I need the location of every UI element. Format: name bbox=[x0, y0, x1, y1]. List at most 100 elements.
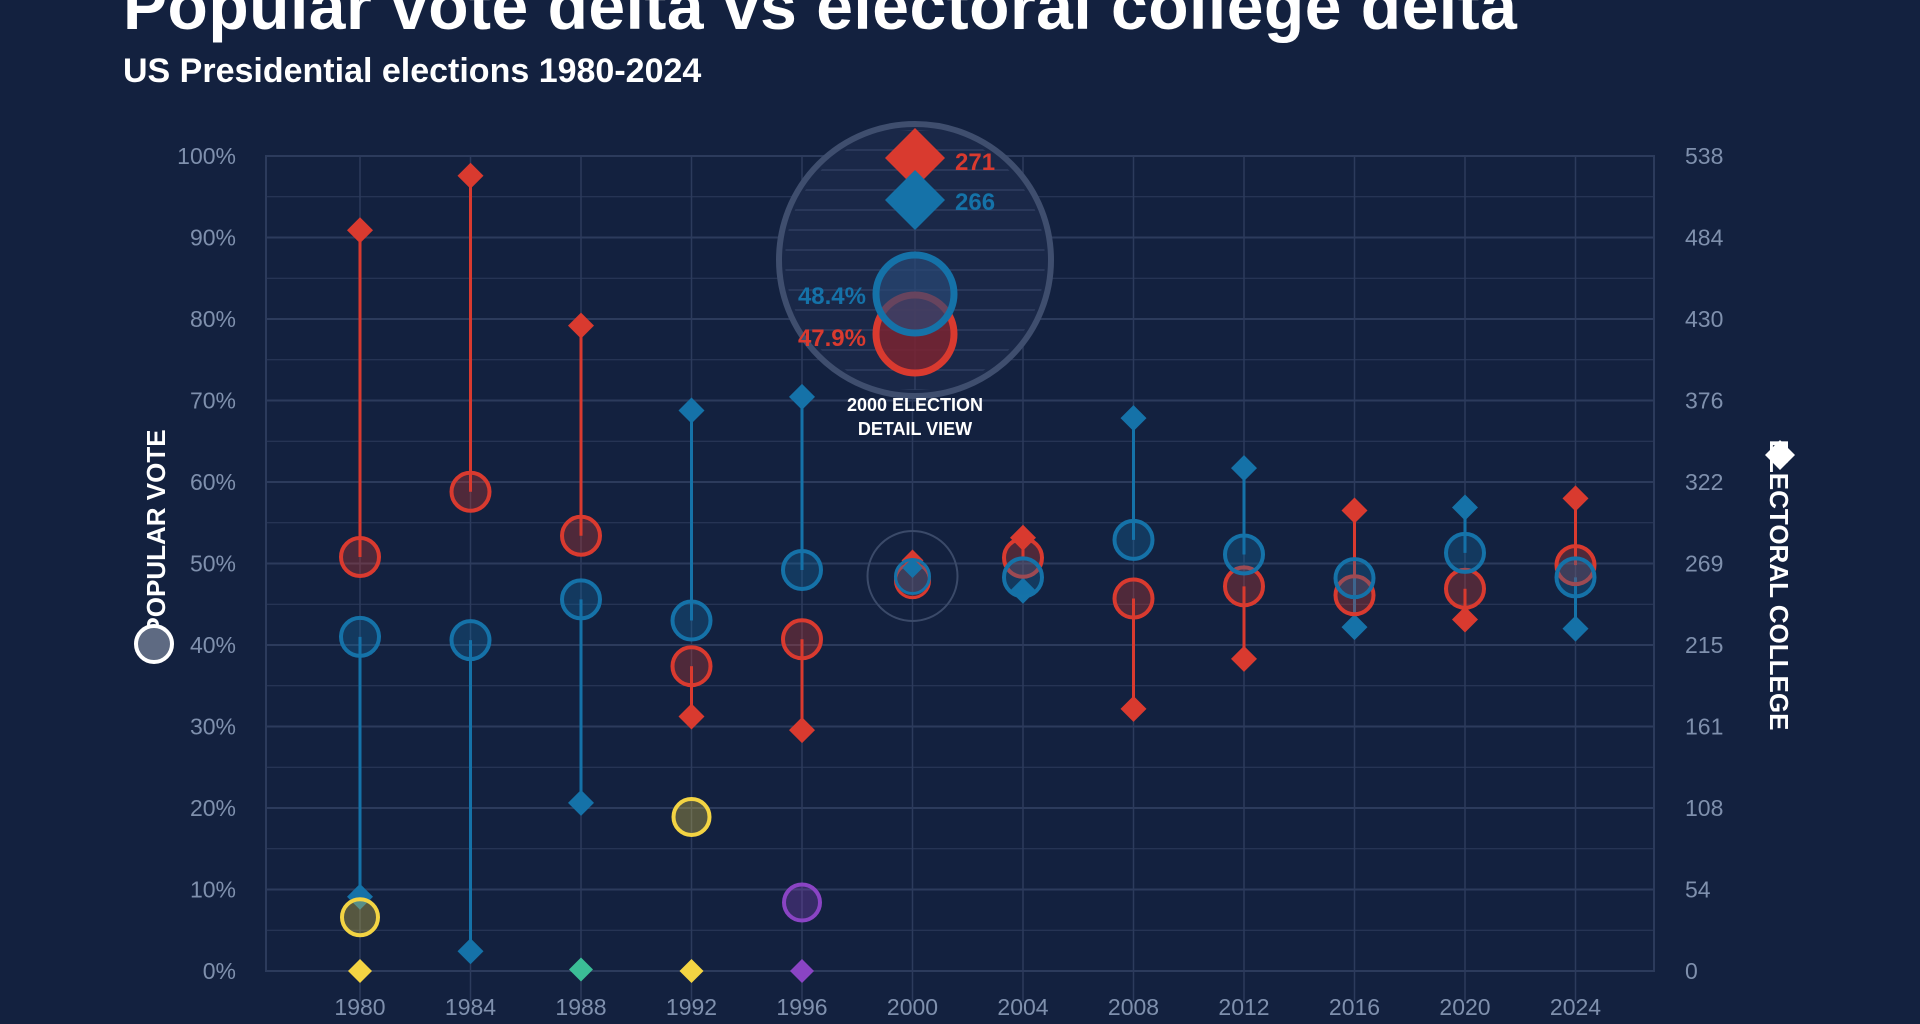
left-tick-label: 30% bbox=[190, 714, 236, 740]
democrat-ev-diamond bbox=[902, 558, 923, 579]
x-tick-label: 2012 bbox=[1218, 994, 1269, 1020]
left-tick-label: 10% bbox=[190, 877, 236, 903]
republican-ev-diamond bbox=[1231, 645, 1257, 672]
right-tick-label: 484 bbox=[1685, 225, 1724, 251]
right-axis-ticks: 0 54 108 161 215 269 322 376 430 484 538 bbox=[1685, 143, 1724, 984]
right-tick-label: 161 bbox=[1685, 714, 1723, 740]
left-tick-label: 90% bbox=[190, 225, 236, 251]
inset-democrat-pv-circle bbox=[872, 251, 958, 337]
democrat-pv-circle bbox=[1002, 556, 1044, 599]
left-axis-ticks: 0% 10% 20% 30% 40% 50% 60% 70% 80% 90% 100% bbox=[177, 143, 236, 984]
left-tick-label: 80% bbox=[190, 306, 236, 332]
right-tick-label: 269 bbox=[1685, 551, 1723, 577]
republican-ev-diamond bbox=[1562, 485, 1589, 512]
inset-republican-pv-label: 47.9% bbox=[798, 325, 866, 352]
right-tick-label: 322 bbox=[1685, 469, 1723, 495]
third-party-pv-circle bbox=[671, 796, 712, 837]
chart-subtitle: US Presidential elections 1980-2024 bbox=[123, 52, 702, 90]
republican-ev-diamond bbox=[457, 162, 484, 189]
right-tick-label: 376 bbox=[1685, 388, 1723, 414]
democrat-ev-diamond bbox=[347, 883, 373, 910]
democrat-ev-diamond bbox=[457, 938, 484, 965]
third-party-ev-diamond bbox=[569, 957, 593, 982]
republican-ev-diamond bbox=[568, 312, 594, 339]
republican-pv-circle bbox=[339, 535, 381, 578]
democrat-pv-circle bbox=[1444, 531, 1486, 574]
democrat-pv-circle bbox=[1554, 556, 1597, 599]
republican-pv-circle bbox=[1112, 577, 1155, 620]
republican-pv-circle bbox=[560, 514, 602, 557]
democrat-pv-circle bbox=[560, 578, 602, 621]
democrat-pv-circle bbox=[670, 599, 713, 642]
x-tick-label: 1992 bbox=[666, 994, 717, 1020]
democrat-pv-circle bbox=[1333, 557, 1376, 600]
right-tick-label: 108 bbox=[1685, 795, 1723, 821]
democrat-ev-diamond bbox=[1341, 614, 1368, 641]
republican-pv-circle bbox=[1444, 567, 1486, 610]
democrat-pv-circle bbox=[1223, 533, 1265, 576]
inset-caption-line2: DETAIL VIEW bbox=[858, 419, 972, 439]
x-tick-label: 2000 bbox=[887, 994, 938, 1020]
left-tick-label: 100% bbox=[177, 143, 236, 169]
democrat-ev-diamond bbox=[789, 383, 815, 410]
democrat-ev-diamond bbox=[1562, 615, 1589, 642]
republican-ev-diamond bbox=[1452, 606, 1478, 633]
inset-republican-ev-diamond bbox=[885, 128, 945, 188]
third-party-pv-circle bbox=[782, 882, 822, 923]
inset-democrat-pv-label: 48.4% bbox=[798, 283, 866, 310]
third-party-ev-diamond bbox=[790, 959, 814, 983]
x-tick-label: 2024 bbox=[1550, 994, 1601, 1020]
republican-ev-diamond bbox=[1120, 695, 1147, 722]
inset-2000-detail: 271 266 48.4% 47.9% 2000 ELECTION DETAIL VIEW bbox=[776, 121, 1054, 439]
republican-pv-circle bbox=[1554, 544, 1597, 587]
left-tick-label: 0% bbox=[203, 958, 236, 984]
x-tick-label: 1980 bbox=[334, 994, 385, 1020]
democrat-ev-diamond bbox=[1231, 455, 1257, 482]
x-tick-label: 2004 bbox=[997, 994, 1048, 1020]
democrat-pv-circle bbox=[781, 549, 823, 592]
third-party-ev-diamond bbox=[348, 959, 372, 983]
democrat-ev-diamond bbox=[1120, 405, 1147, 432]
right-axis-title: ELECTORAL COLLEGE bbox=[1764, 440, 1794, 731]
republican-ev-diamond bbox=[347, 217, 373, 244]
democrat-pv-circle bbox=[449, 619, 492, 662]
left-tick-label: 40% bbox=[190, 632, 236, 658]
inset-republican-ev-label: 271 bbox=[955, 149, 995, 176]
left-tick-label: 70% bbox=[190, 388, 236, 414]
x-tick-label: 2008 bbox=[1108, 994, 1159, 1020]
right-tick-label: 215 bbox=[1685, 632, 1723, 658]
legend: POPULAR VOTE ELECTORAL COLLEGE bbox=[134, 429, 1795, 731]
left-tick-label: 60% bbox=[190, 469, 236, 495]
republican-ev-diamond bbox=[1341, 497, 1368, 524]
chart-title: Popular vote delta vs electoral college … bbox=[123, 0, 1518, 43]
republican-pv-circle bbox=[449, 470, 492, 513]
x-tick-label: 1996 bbox=[776, 994, 827, 1020]
inset-democrat-ev-label: 266 bbox=[955, 189, 995, 216]
republican-pv-circle bbox=[1223, 565, 1265, 608]
third-party-ev-diamond bbox=[679, 959, 704, 983]
inset-marker-ring bbox=[866, 530, 959, 622]
right-tick-label: 0 bbox=[1685, 958, 1698, 984]
democrat-ev-diamond bbox=[678, 397, 705, 424]
left-tick-label: 20% bbox=[190, 795, 236, 821]
x-tick-label: 2016 bbox=[1329, 994, 1380, 1020]
democrat-pv-circle bbox=[1112, 518, 1155, 561]
left-axis-title: POPULAR VOTE bbox=[141, 429, 171, 634]
data-marks bbox=[339, 162, 1597, 983]
democrat-ev-diamond bbox=[568, 789, 594, 816]
x-tick-label: 1984 bbox=[445, 994, 496, 1020]
legend-diamond-icon bbox=[1765, 440, 1795, 470]
x-tick-label: 2020 bbox=[1439, 994, 1490, 1020]
republican-ev-diamond bbox=[678, 703, 705, 730]
x-tick-label: 1988 bbox=[555, 994, 606, 1020]
right-tick-label: 538 bbox=[1685, 143, 1723, 169]
legend-circle-icon bbox=[134, 624, 174, 664]
democrat-pv-circle bbox=[339, 615, 381, 658]
right-tick-label: 430 bbox=[1685, 306, 1723, 332]
x-axis-ticks: 1980 1984 1988 1992 1996 2000 2004 2008 2012 2016… bbox=[334, 994, 1601, 1020]
republican-pv-circle bbox=[781, 618, 823, 661]
right-tick-label: 54 bbox=[1685, 877, 1711, 903]
inset-democrat-ev-diamond bbox=[885, 170, 945, 230]
